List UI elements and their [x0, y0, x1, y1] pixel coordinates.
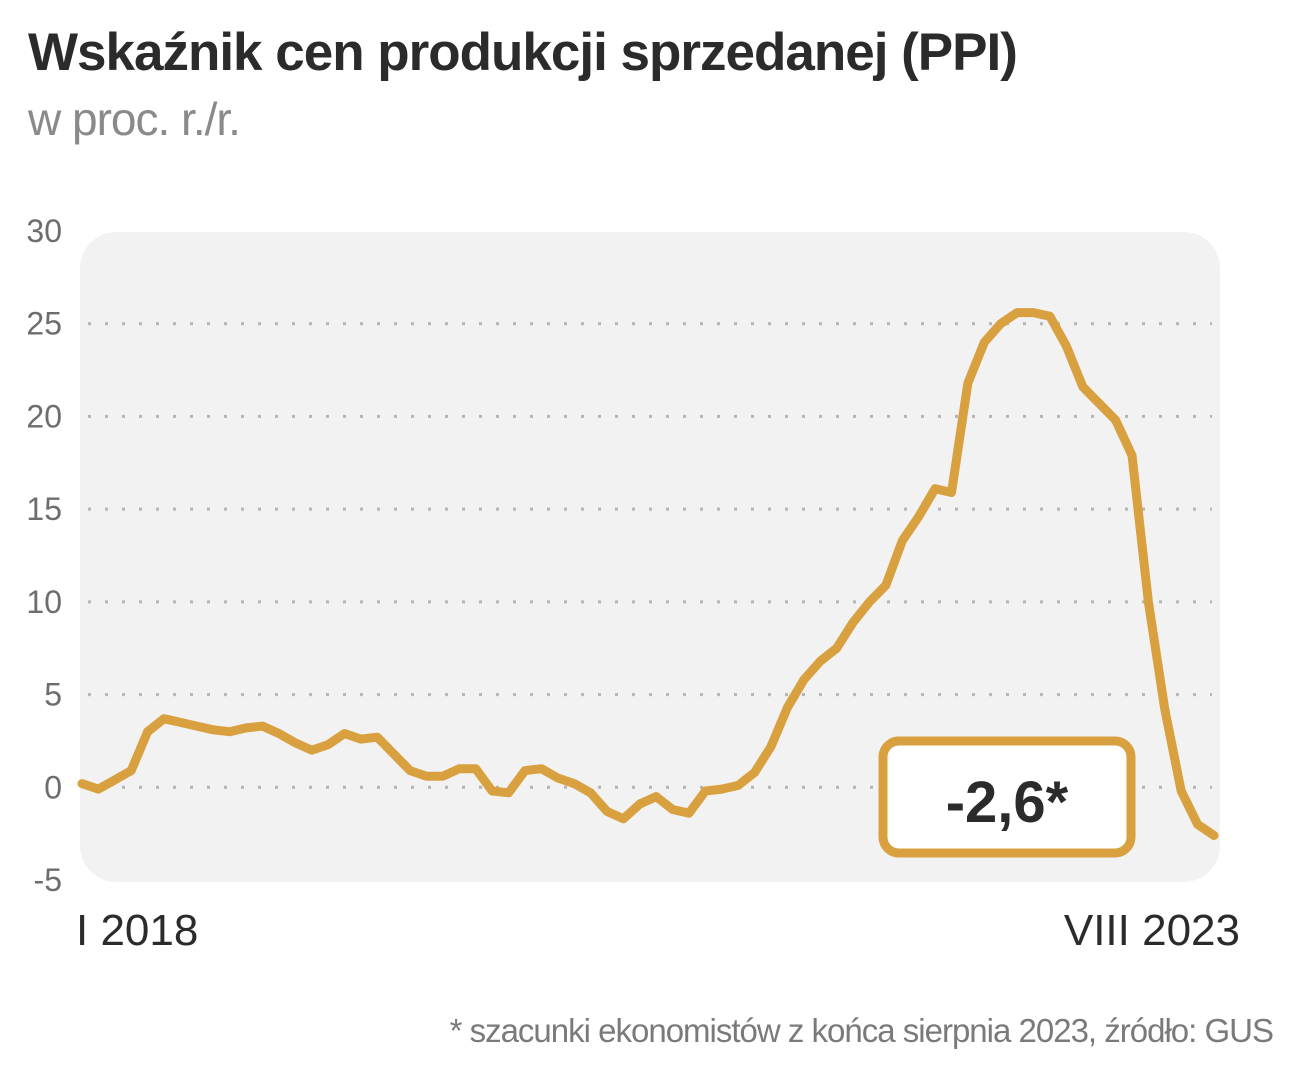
- y-tick-label: 5: [44, 677, 62, 713]
- y-tick-label: 30: [26, 213, 62, 249]
- line-chart: -5 0 5 10 15 20 25 30 I 2018 VIII 2023 -2,6*: [26, 213, 1240, 955]
- y-tick-label: 15: [26, 491, 62, 527]
- x-axis-end-label: VIII 2023: [1064, 906, 1240, 955]
- y-tick-label: 20: [26, 398, 62, 434]
- series-line-ppi: [77, 308, 1219, 840]
- footnote: * szacunki ekonomistów z końca sierpnia …: [449, 1012, 1274, 1049]
- y-tick-label: -5: [34, 862, 62, 898]
- plot-background: [80, 232, 1220, 882]
- callout-value: -2,6*: [946, 770, 1069, 835]
- chart-title: Wskaźnik cen produkcji sprzedanej (PPI): [28, 23, 1018, 82]
- y-tick-label: 10: [26, 584, 62, 620]
- callout-box: -2,6*: [878, 736, 1136, 858]
- y-axis-ticks: -5 0 5 10 15 20 25 30: [26, 213, 62, 898]
- x-axis-start-label: I 2018: [76, 906, 198, 955]
- chart-subtitle: w proc. r./r.: [28, 93, 241, 145]
- y-tick-label: 25: [26, 306, 62, 342]
- y-tick-label: 0: [44, 769, 62, 805]
